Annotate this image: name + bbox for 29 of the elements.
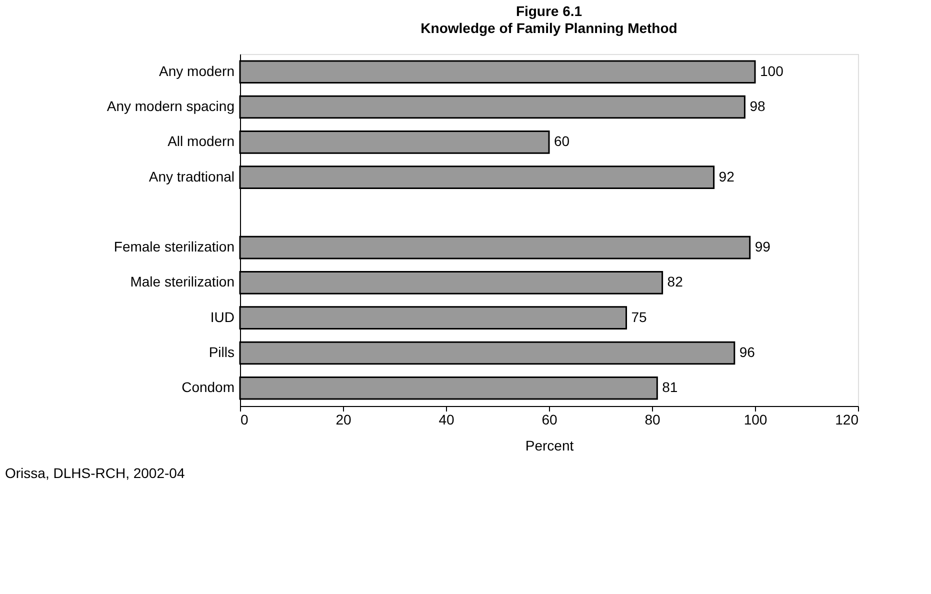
data-label: 82 xyxy=(667,274,684,290)
y-tick-label: Any tradtional xyxy=(148,168,234,184)
x-axis-title: Percent xyxy=(525,438,574,454)
y-tick-label: Pills xyxy=(208,344,234,360)
y-tick-label: Any modern xyxy=(159,62,234,79)
text: Orissa, DLHS-RCH, 2002-04 xyxy=(5,465,185,481)
y-tick-label: IUD xyxy=(210,308,234,325)
data-label: 92 xyxy=(718,168,735,184)
y-tick-label: All modern xyxy=(168,133,234,150)
data-label: 81 xyxy=(662,379,678,396)
data-label: 98 xyxy=(750,98,766,114)
y-tick-label: Female sterilization xyxy=(114,238,234,255)
data-label: 75 xyxy=(631,308,648,325)
x-tick-label: 120 xyxy=(835,412,859,428)
chart-title: Figure 6.1 xyxy=(516,3,582,19)
x-tick-label: 0 xyxy=(240,412,248,428)
x-tick-label: 20 xyxy=(336,412,352,428)
data-label: 100 xyxy=(760,62,784,79)
x-tick-label: 40 xyxy=(438,412,454,428)
data-label: 99 xyxy=(754,238,771,255)
y-tick-label: Condom xyxy=(182,379,234,396)
y-tick-label: Male sterilization xyxy=(130,274,234,290)
chart-subtitle: Knowledge of Family Planning Method xyxy=(420,20,678,36)
data-label: 96 xyxy=(739,344,756,360)
data-label: 60 xyxy=(554,133,570,150)
x-tick-label: 100 xyxy=(744,412,768,428)
x-tick-label: 80 xyxy=(644,412,660,428)
y-tick-label: Any modern spacing xyxy=(106,98,234,114)
x-tick-label: 60 xyxy=(542,412,558,428)
